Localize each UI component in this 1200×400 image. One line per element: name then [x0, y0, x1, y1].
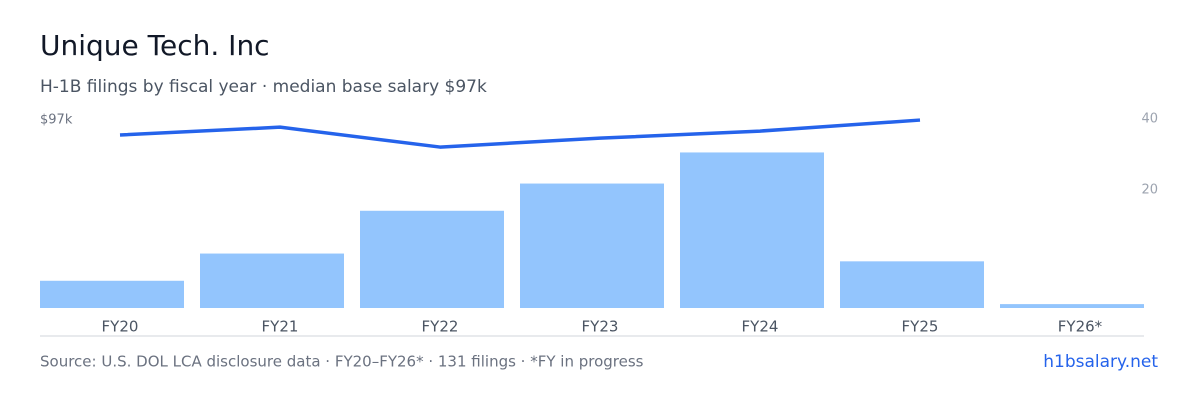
bar [840, 261, 984, 308]
x-tick-label: FY20 [102, 318, 139, 336]
x-tick-label: FY22 [422, 318, 459, 336]
x-tick-label: FY24 [742, 318, 779, 336]
subtitle: H-1B filings by fiscal year · median bas… [40, 77, 487, 97]
x-tick-label: FY26* [1058, 318, 1103, 336]
brand-link[interactable]: h1bsalary.net [1043, 352, 1158, 372]
x-tick-label: FY25 [902, 318, 939, 336]
chart-title: Unique Tech. Inc [40, 29, 270, 62]
bar [200, 253, 344, 308]
bar [360, 210, 504, 308]
x-tick-label: FY21 [262, 318, 299, 336]
source-note: Source: U.S. DOL LCA disclosure data · F… [40, 353, 644, 371]
bar [520, 183, 664, 308]
bar [680, 152, 824, 308]
y2-tick-label: 20 [1141, 183, 1158, 198]
y2-tick-label: 40 [1141, 112, 1158, 127]
axis-label: $97k [40, 113, 73, 128]
bar [40, 280, 184, 308]
bar [1000, 304, 1144, 308]
x-tick-label: FY23 [582, 318, 619, 336]
salary-line [119, 118, 921, 149]
